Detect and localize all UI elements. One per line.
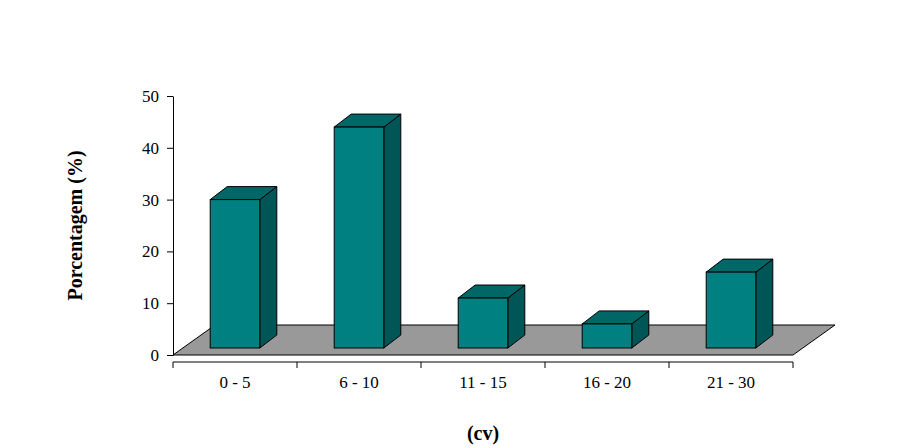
bar-group — [334, 114, 401, 348]
bar-top — [458, 285, 525, 298]
x-tick-label: 11 - 15 — [459, 373, 507, 392]
bar-group — [458, 285, 525, 348]
x-separators — [173, 362, 793, 368]
bar-top — [334, 114, 401, 127]
bar — [210, 200, 260, 348]
bar-top — [582, 311, 649, 324]
x-separator — [669, 362, 670, 368]
y-tick-mark — [167, 355, 173, 356]
bar-group — [582, 311, 649, 348]
bar-side — [384, 114, 401, 348]
x-separator — [421, 362, 422, 368]
x-tick: 11 - 15 — [459, 362, 507, 392]
y-tick-mark — [167, 303, 173, 304]
x-separator — [173, 362, 174, 368]
y-axis-title: Porcentagem (%) — [64, 150, 87, 300]
y-tick-label: 40 — [142, 139, 159, 158]
plot-area — [210, 114, 773, 348]
bar — [582, 324, 632, 348]
x-separator — [545, 362, 546, 368]
x-tick: 21 - 30 — [707, 362, 755, 392]
y-tick: 0 — [151, 346, 174, 365]
y-tick-label: 20 — [142, 242, 159, 261]
x-tick-label: 0 - 5 — [219, 373, 250, 392]
y-axis: 0 10 20 30 40 50 — [142, 87, 174, 365]
bar-top — [210, 187, 277, 200]
x-tick-label: 16 - 20 — [583, 373, 631, 392]
bar-group — [210, 187, 277, 348]
bar-group — [706, 259, 773, 348]
chart: 0 10 20 30 40 50 0 - 5 6 - 10 11 - 15 16 - 20 21 -… — [0, 0, 921, 448]
bar — [706, 272, 756, 348]
bar-side — [756, 259, 773, 348]
x-tick: 0 - 5 — [219, 362, 250, 392]
x-axis-line — [173, 362, 793, 363]
y-tick-label: 30 — [142, 191, 159, 210]
x-tick-label: 6 - 10 — [339, 373, 379, 392]
x-separator — [297, 362, 298, 368]
bar-side — [260, 187, 277, 348]
y-tick-mark — [167, 200, 173, 201]
y-tick-label: 0 — [151, 346, 160, 365]
y-tick-label: 10 — [142, 294, 159, 313]
y-tick-label: 50 — [142, 87, 159, 106]
y-tick: 20 — [142, 242, 173, 261]
y-tick: 50 — [142, 87, 173, 106]
bar — [334, 127, 384, 348]
y-tick-mark — [167, 251, 173, 252]
y-axis-line — [173, 97, 174, 356]
bar — [458, 298, 508, 348]
y-tick: 30 — [142, 191, 173, 210]
x-tick-label: 21 - 30 — [707, 373, 755, 392]
x-tick: 16 - 20 — [583, 362, 631, 392]
y-tick: 10 — [142, 294, 173, 313]
x-axis-title: (cv) — [467, 422, 499, 445]
y-tick-mark — [167, 148, 173, 149]
y-tick-mark — [167, 96, 173, 97]
x-separator — [793, 362, 794, 368]
x-axis: 0 - 5 6 - 10 11 - 15 16 - 20 21 - 30 — [173, 362, 793, 392]
y-tick: 40 — [142, 139, 173, 158]
bar-top — [706, 259, 773, 272]
x-tick: 6 - 10 — [339, 362, 379, 392]
